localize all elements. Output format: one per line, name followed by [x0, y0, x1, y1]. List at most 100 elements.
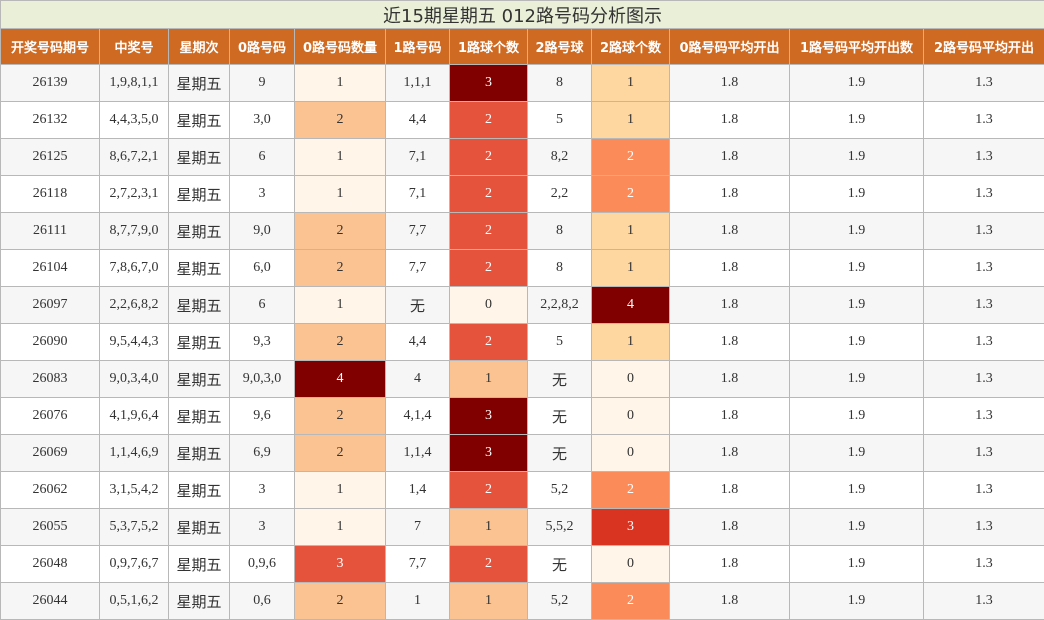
table-cell: 1	[385, 582, 450, 620]
table-cell: 无	[527, 360, 592, 398]
table-cell: 0,9,7,6,7	[99, 545, 169, 583]
table-cell: 1.9	[789, 471, 924, 509]
table-cell: 26062	[0, 471, 100, 509]
table-cell: 1.9	[789, 545, 924, 583]
table-cell: 1.8	[669, 397, 790, 435]
table-cell: 5,3,7,5,2	[99, 508, 169, 546]
table-cell: 26044	[0, 582, 100, 620]
table-cell: 1.3	[922, 397, 1044, 435]
table-cell: 1	[591, 101, 670, 139]
table-row: 26044 0,5,1,6,2 星期五 0,6 2 1 1 5,2 2 1.8 1.9 1.3	[0, 582, 1044, 620]
table-row: 26132 4,4,3,5,0 星期五 3,0 2 4,4 2 5 1 1.8 1.9 1.3	[0, 101, 1044, 139]
table-cell: 4,4,3,5,0	[99, 101, 169, 139]
table-cell: 6	[229, 286, 295, 324]
table-cell: 星期五	[168, 286, 230, 324]
table-cell: 2,2,8,2	[527, 286, 592, 324]
table-cell: 1.8	[669, 101, 790, 139]
table-cell: 1	[591, 64, 670, 102]
table-cell: 1	[449, 508, 528, 546]
table-cell: 1.9	[789, 434, 924, 472]
column-header: 2路号球	[527, 28, 592, 65]
table-cell: 3	[591, 508, 670, 546]
table-cell: 1.8	[669, 508, 790, 546]
table-cell: 1.3	[922, 545, 1044, 583]
table-cell: 0	[449, 286, 528, 324]
table-cell: 星期五	[168, 175, 230, 213]
table-cell: 2	[591, 175, 670, 213]
table-cell: 1	[591, 249, 670, 287]
table-row: 26076 4,1,9,6,4 星期五 9,6 2 4,1,4 3 无 0 1.8 1.9 1.3	[0, 397, 1044, 435]
table-cell: 1.8	[669, 138, 790, 176]
table-cell: 星期五	[168, 434, 230, 472]
table-cell: 星期五	[168, 360, 230, 398]
table-cell: 1.3	[922, 508, 1044, 546]
table-cell: 26090	[0, 323, 100, 361]
table-cell: 星期五	[168, 64, 230, 102]
table-cell: 2	[449, 138, 528, 176]
table-cell: 2	[294, 101, 386, 139]
table-cell: 1,1,4	[385, 434, 450, 472]
table-body: 26139 1,9,8,1,1 星期五 9 1 1,1,1 3 8 1 1.8 1.9 1.3 2613…	[0, 64, 1044, 620]
table-cell: 1	[591, 323, 670, 361]
table-cell: 26048	[0, 545, 100, 583]
table-cell: 26097	[0, 286, 100, 324]
table-cell: 6	[229, 138, 295, 176]
table-cell: 9	[229, 64, 295, 102]
table-cell: 9,0	[229, 212, 295, 250]
table-cell: 4,1,4	[385, 397, 450, 435]
table-cell: 1.3	[922, 323, 1044, 361]
table-cell: 26104	[0, 249, 100, 287]
table-cell: 5	[527, 101, 592, 139]
table-cell: 1.8	[669, 545, 790, 583]
table-cell: 1.3	[922, 582, 1044, 620]
table-cell: 8,7,7,9,0	[99, 212, 169, 250]
table-row: 26104 7,8,6,7,0 星期五 6,0 2 7,7 2 8 1 1.8 1.9 1.3	[0, 249, 1044, 287]
table-cell: 1,1,1	[385, 64, 450, 102]
table-cell: 2	[449, 212, 528, 250]
table-cell: 9,6	[229, 397, 295, 435]
table-cell: 1	[449, 582, 528, 620]
table-cell: 6,9	[229, 434, 295, 472]
table-cell: 2	[449, 545, 528, 583]
table-cell: 1.3	[922, 175, 1044, 213]
table-cell: 2,2	[527, 175, 592, 213]
table-cell: 7,1	[385, 175, 450, 213]
table-row: 26139 1,9,8,1,1 星期五 9 1 1,1,1 3 8 1 1.8 1.9 1.3	[0, 64, 1044, 102]
table-cell: 1.8	[669, 175, 790, 213]
table-cell: 9,3	[229, 323, 295, 361]
table-cell: 4	[385, 360, 450, 398]
table-cell: 1.9	[789, 101, 924, 139]
table-cell: 0	[591, 434, 670, 472]
table-cell: 8,2	[527, 138, 592, 176]
table-cell: 8,6,7,2,1	[99, 138, 169, 176]
table-cell: 2	[449, 249, 528, 287]
table-cell: 1,9,8,1,1	[99, 64, 169, 102]
table-cell: 1.8	[669, 64, 790, 102]
column-header: 1路号码平均开出数	[789, 28, 924, 65]
table-cell: 1.3	[922, 212, 1044, 250]
table-cell: 1.9	[789, 175, 924, 213]
table-cell: 1	[294, 471, 386, 509]
table-cell: 星期五	[168, 508, 230, 546]
table-cell: 1.3	[922, 286, 1044, 324]
table-cell: 9,0,3,0	[229, 360, 295, 398]
table-cell: 1	[294, 508, 386, 546]
table-cell: 3	[449, 64, 528, 102]
table-cell: 3,0	[229, 101, 295, 139]
table-cell: 2,2,6,8,2	[99, 286, 169, 324]
table-cell: 2	[294, 249, 386, 287]
table-cell: 星期五	[168, 101, 230, 139]
table-cell: 无	[527, 397, 592, 435]
table-cell: 1.3	[922, 249, 1044, 287]
table-cell: 星期五	[168, 397, 230, 435]
table-cell: 2,7,2,3,1	[99, 175, 169, 213]
table-cell: 3	[229, 471, 295, 509]
table-cell: 1.3	[922, 360, 1044, 398]
table-row: 26118 2,7,2,3,1 星期五 3 1 7,1 2 2,2 2 1.8 1.9 1.3	[0, 175, 1044, 213]
table-cell: 8	[527, 249, 592, 287]
table-cell: 1.9	[789, 212, 924, 250]
table-cell: 1.8	[669, 323, 790, 361]
table-row: 26055 5,3,7,5,2 星期五 3 1 7 1 5,5,2 3 1.8 1.9 1.3	[0, 508, 1044, 546]
